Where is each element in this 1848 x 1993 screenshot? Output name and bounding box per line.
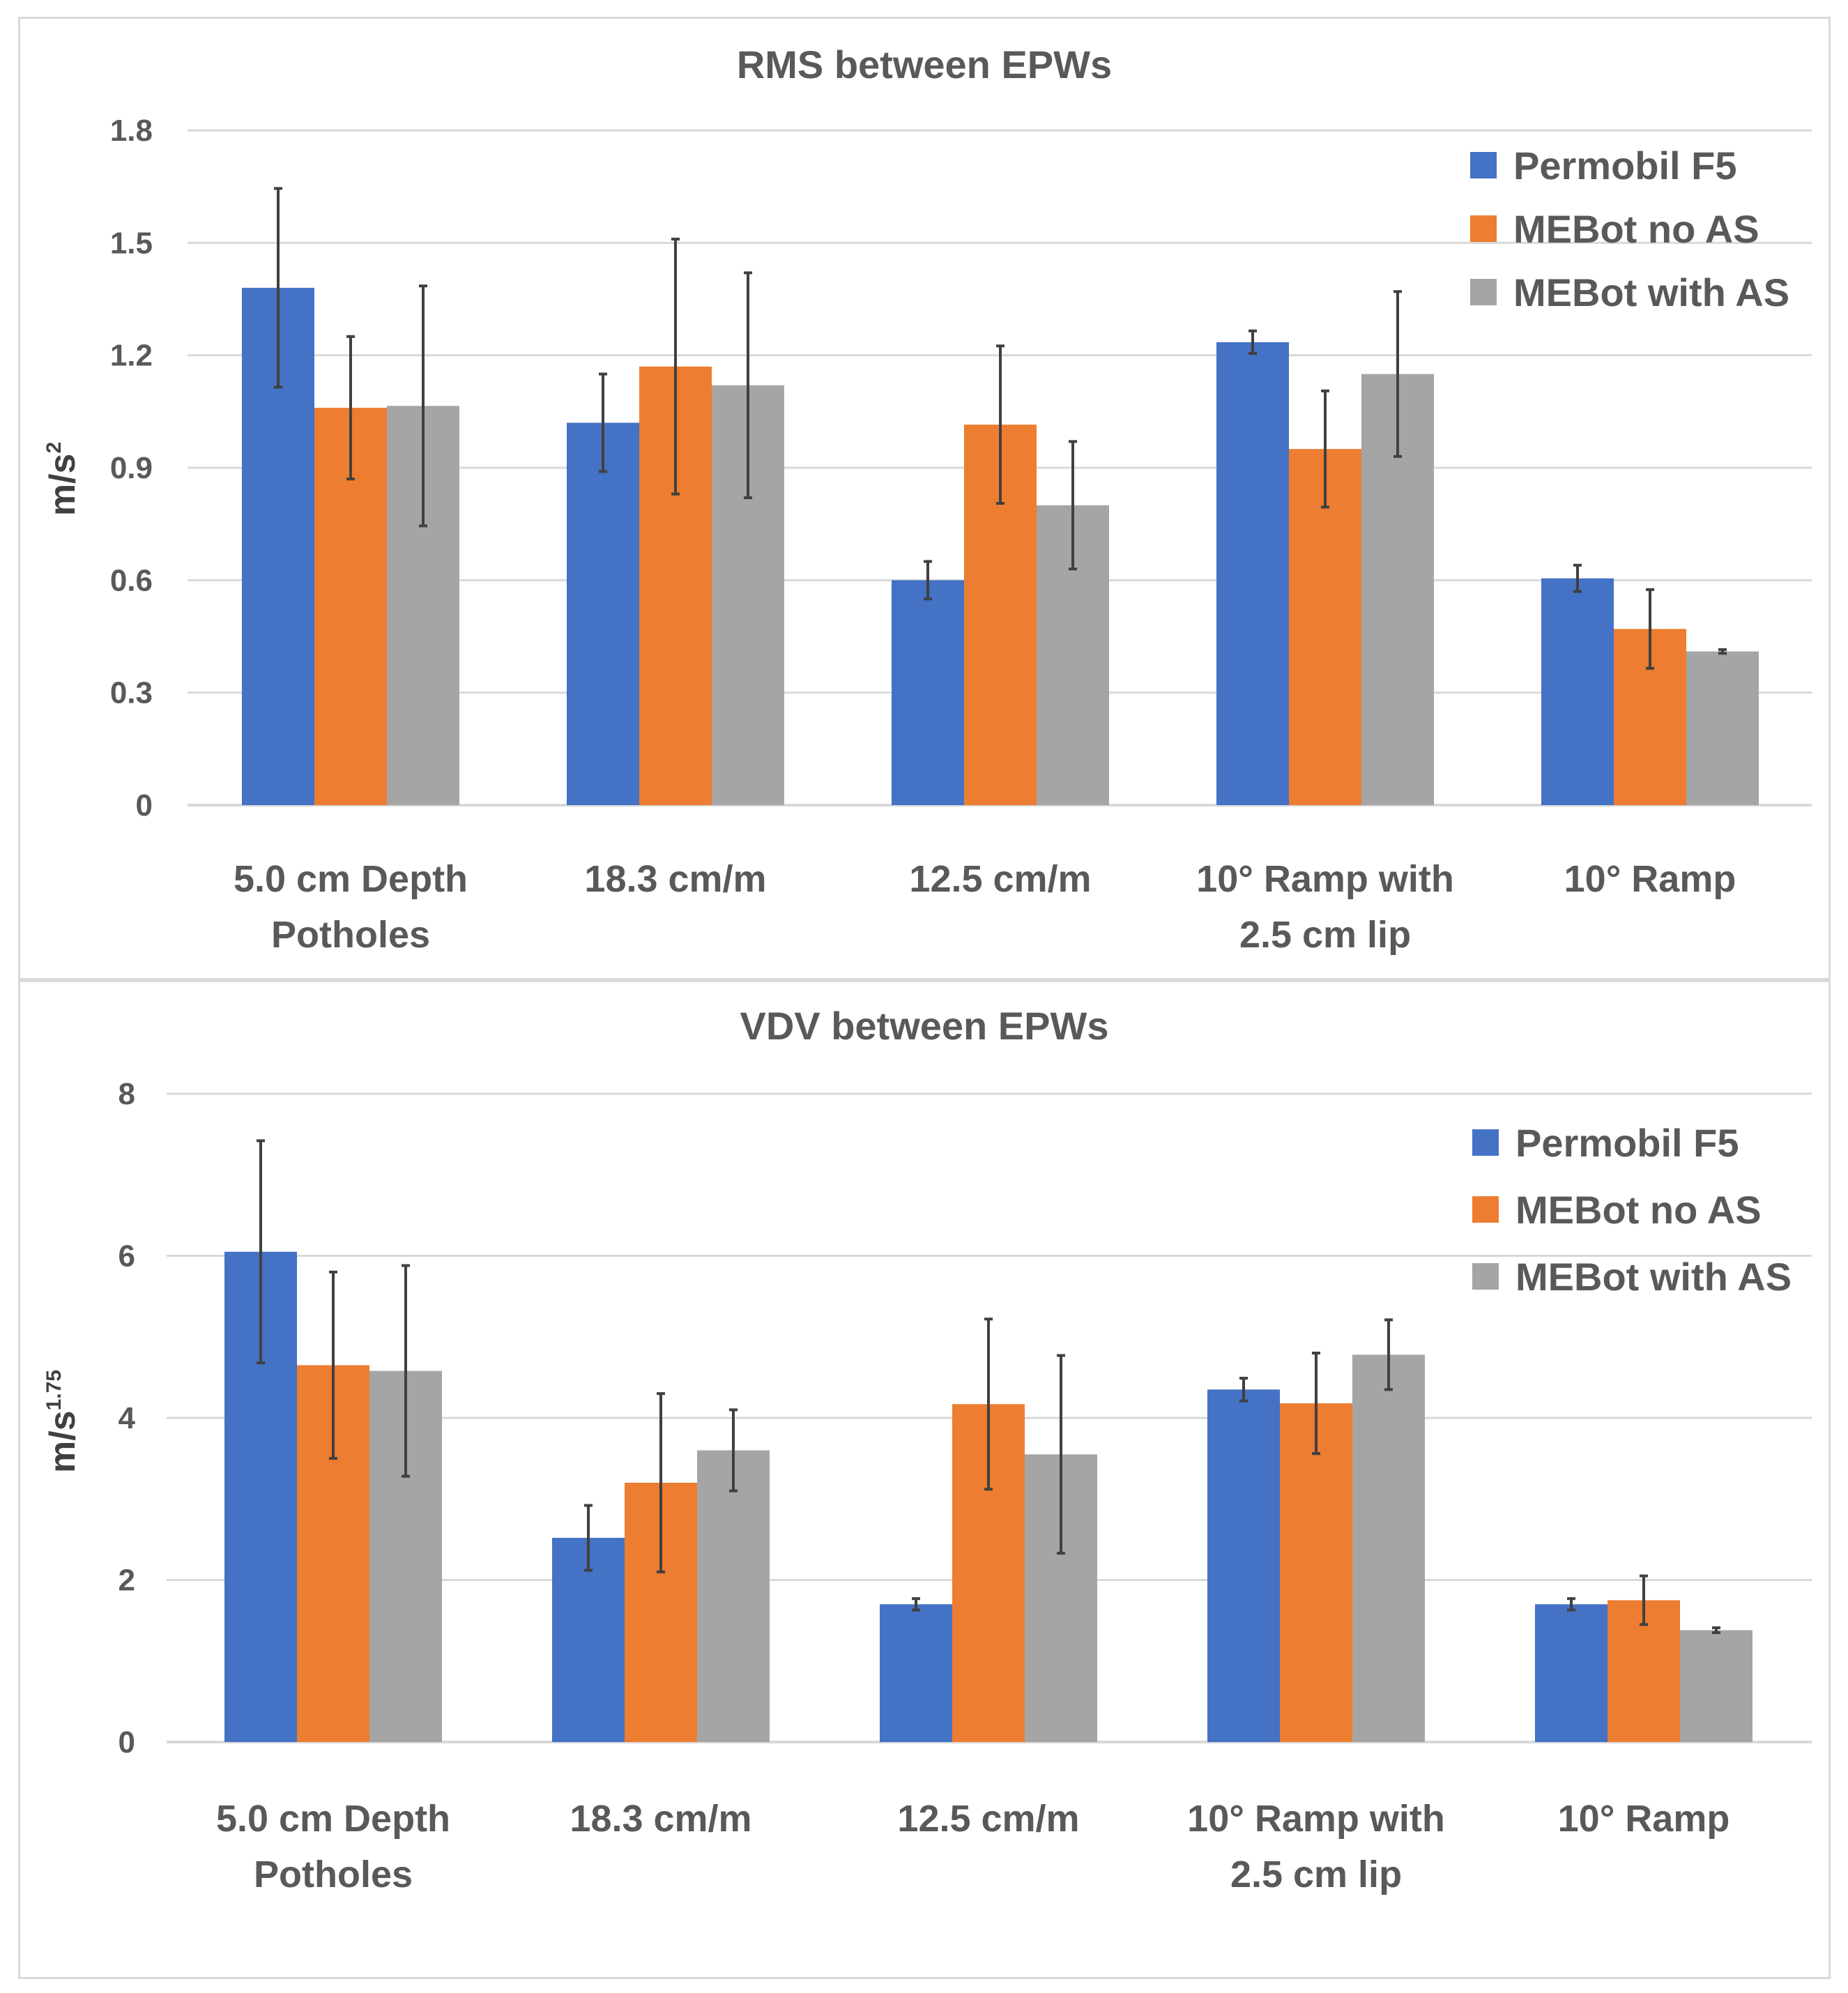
bar: [1541, 578, 1614, 805]
bar: [1280, 1403, 1352, 1742]
y-tick-label: 0: [136, 788, 153, 823]
legend-label: MEBot no AS: [1513, 207, 1759, 251]
vdv-chart: VDV between EPWs 0 2 4 6 8 5.0 cm Depth Potho…: [43, 1004, 1812, 1895]
y-tick-label: 0.9: [110, 451, 153, 485]
bar: [1207, 1389, 1280, 1742]
x-tick-label: 5.0 cm Depth Potholes: [234, 858, 468, 956]
y-tick-label: 6: [119, 1239, 135, 1274]
legend-label: MEBot with AS: [1513, 270, 1789, 314]
y-tick-label: 0.3: [110, 676, 153, 710]
y-tick-label: 2: [119, 1564, 135, 1598]
y-tick-label: 1.8: [110, 114, 153, 148]
legend-swatch: [1470, 279, 1497, 305]
x-tick-label: 10° Ramp: [1558, 1798, 1730, 1840]
bar: [1535, 1604, 1608, 1742]
x-tick-label: 10° Ramp with 2.5 cm lip: [1196, 858, 1454, 956]
rms-chart: RMS between EPWs 0 0.3 0.6 0.9 1.2 1.5 1.8 5.0…: [43, 43, 1812, 956]
bar: [892, 580, 964, 805]
y-tick-label: 8: [119, 1077, 135, 1111]
legend-swatch: [1470, 152, 1497, 178]
y-tick-label: 0.6: [110, 563, 153, 597]
chart-title: VDV between EPWs: [740, 1004, 1108, 1048]
legend-label: MEBot no AS: [1515, 1188, 1762, 1232]
chart-title: RMS between EPWs: [737, 43, 1112, 86]
legend-swatch: [1472, 1196, 1499, 1223]
bar: [1352, 1354, 1425, 1742]
vdv-chart-panel: VDV between EPWs 0 2 4 6 8 5.0 cm Depth Potho…: [18, 980, 1831, 1979]
x-tick-label: 10° Ramp: [1564, 858, 1736, 900]
legend-swatch: [1472, 1263, 1499, 1290]
y-tick-label: 1.5: [110, 226, 153, 260]
x-tick-label: 12.5 cm/m: [897, 1798, 1079, 1840]
bar: [1216, 342, 1289, 805]
bar: [567, 422, 639, 805]
y-tick-label: 0: [119, 1725, 135, 1759]
y-tick-label: 4: [119, 1401, 136, 1435]
legend-label: MEBot with AS: [1515, 1255, 1792, 1299]
y-tick-label: 1.2: [110, 339, 153, 373]
bar: [1680, 1630, 1752, 1742]
bar: [552, 1538, 625, 1742]
x-tick-label: 18.3 cm/m: [584, 858, 766, 900]
x-tick-label: 12.5 cm/m: [909, 858, 1091, 900]
legend-label: Permobil F5: [1513, 144, 1737, 188]
x-tick-label: 5.0 cm Depth Potholes: [216, 1798, 450, 1895]
bar: [880, 1604, 952, 1742]
legend-label: Permobil F5: [1515, 1121, 1739, 1165]
bar: [1686, 651, 1759, 805]
y-axis-label: m/s1.75: [43, 1370, 83, 1473]
x-tick-label: 10° Ramp with 2.5 cm lip: [1187, 1798, 1445, 1895]
x-tick-label: 18.3 cm/m: [570, 1798, 751, 1840]
legend-swatch: [1470, 215, 1497, 242]
y-axis-label: m/s2: [43, 442, 83, 516]
bar: [697, 1450, 770, 1742]
legend-swatch: [1472, 1129, 1499, 1156]
rms-chart-panel: RMS between EPWs 0 0.3 0.6 0.9 1.2 1.5 1.8 5.0…: [18, 17, 1831, 980]
